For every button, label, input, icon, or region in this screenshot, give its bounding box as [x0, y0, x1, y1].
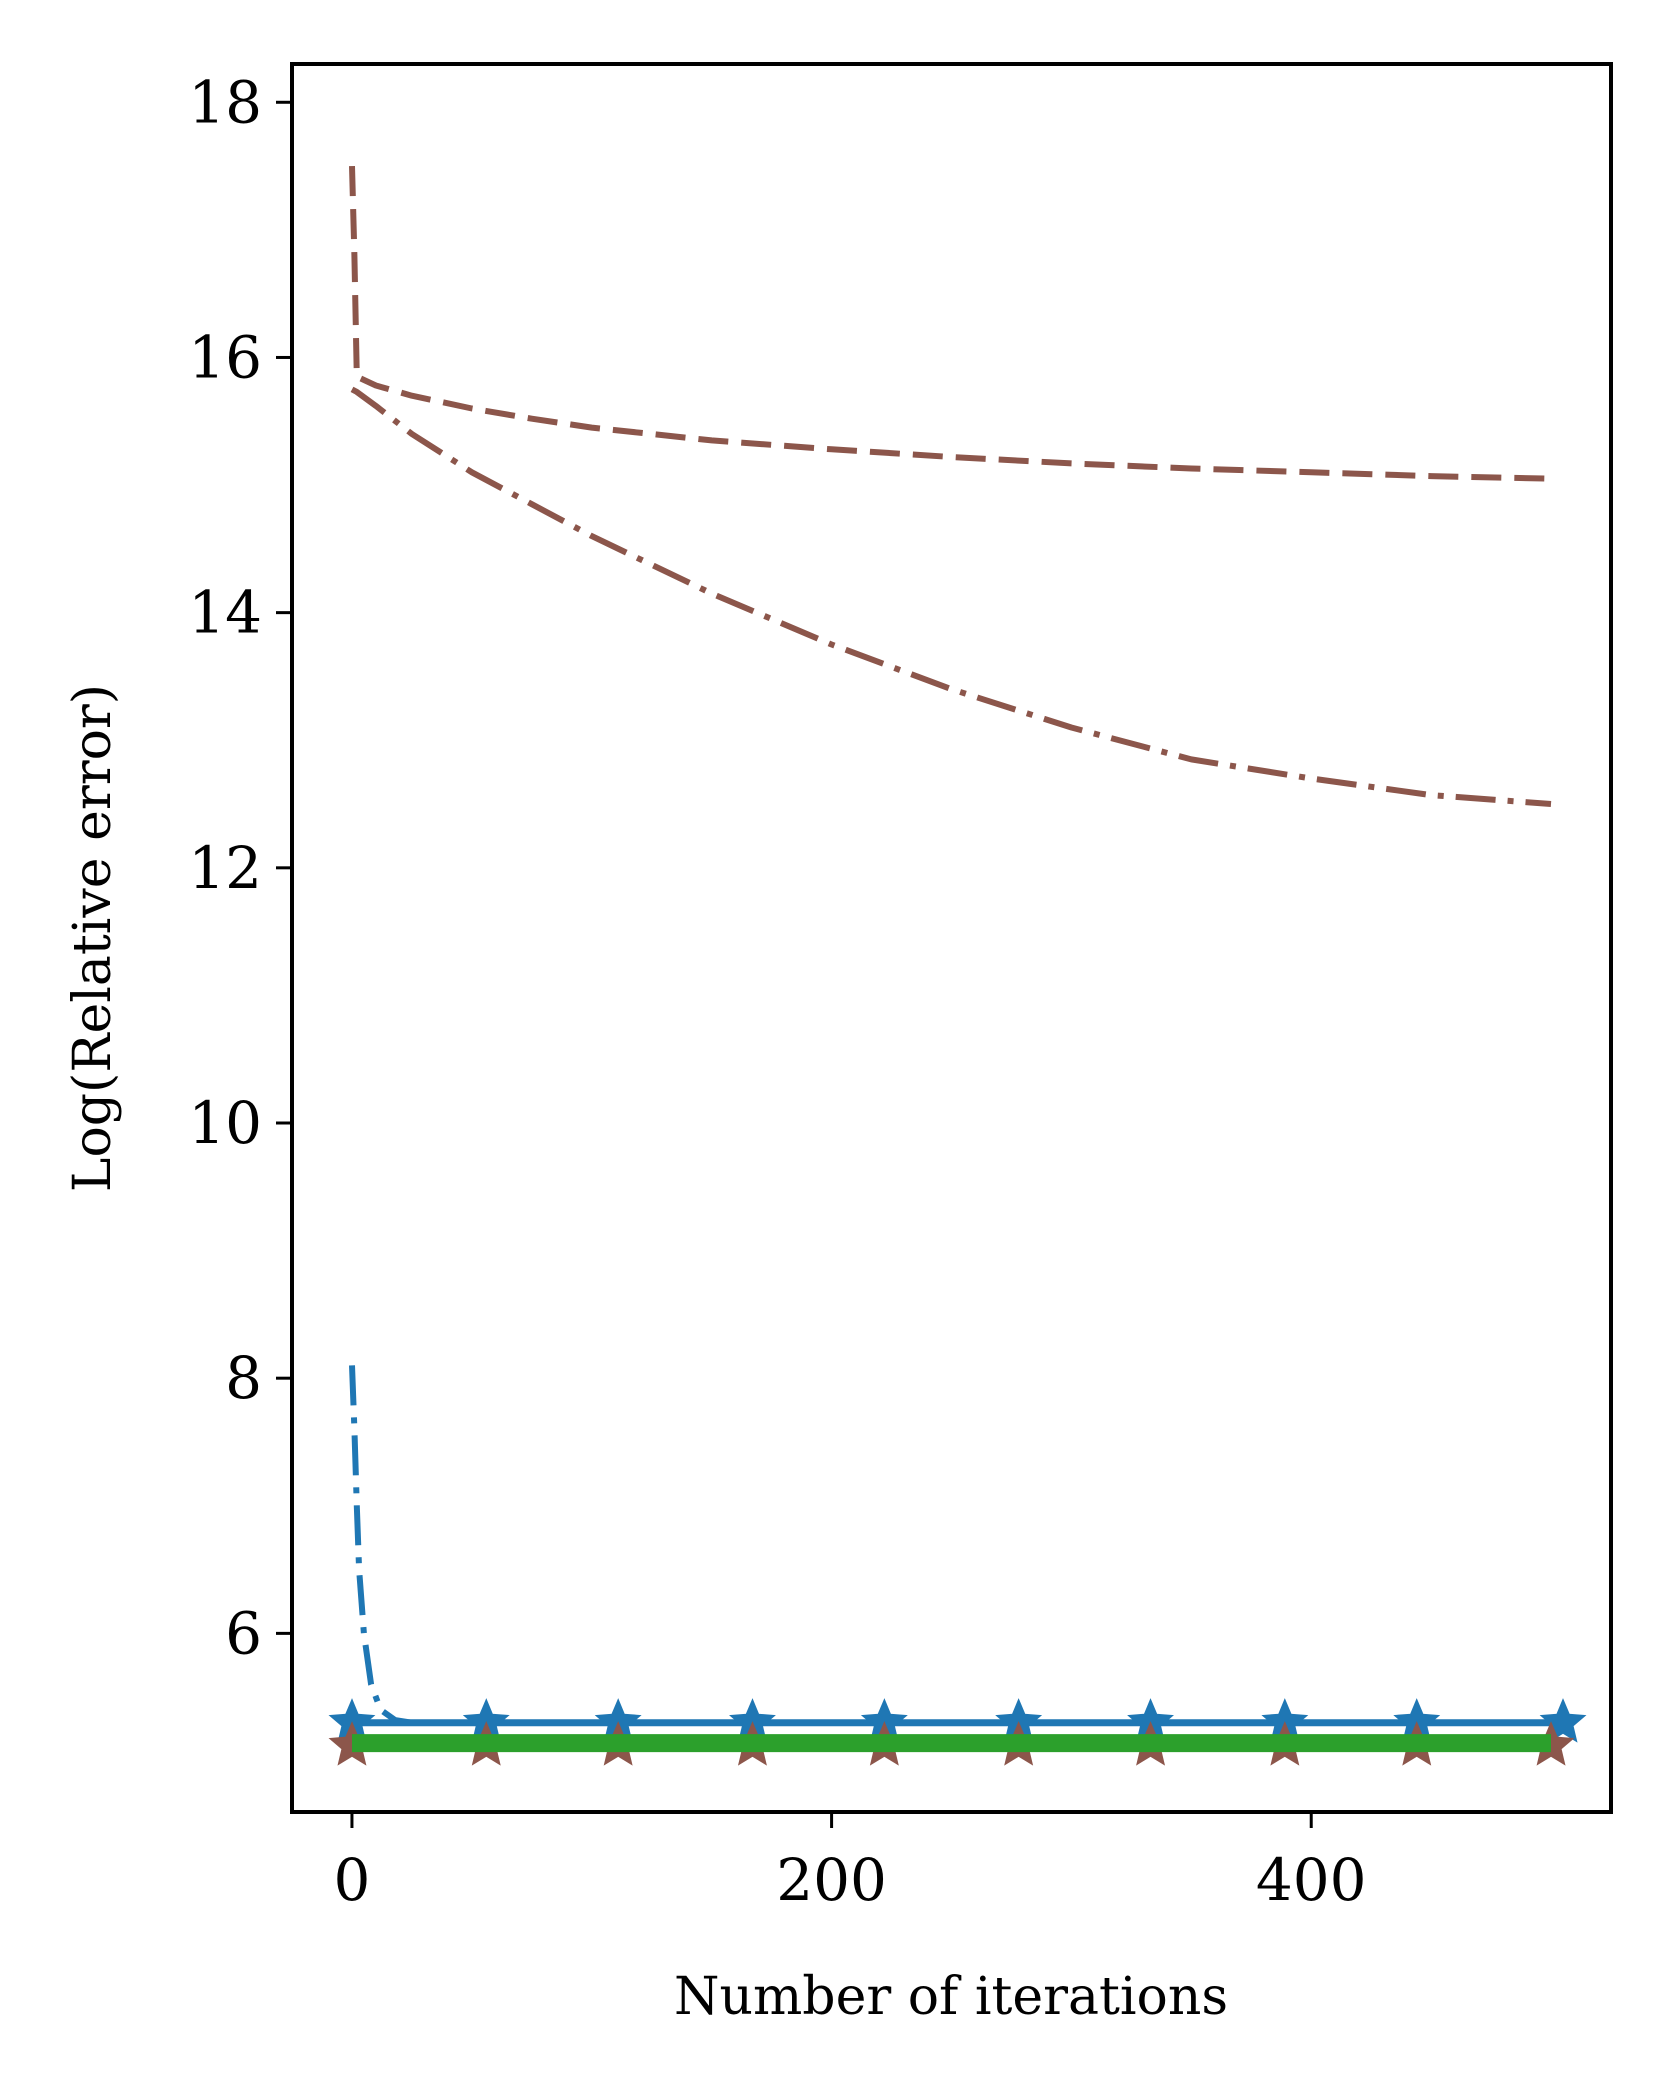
x-tick-label: 400 — [1256, 1846, 1367, 1914]
y-tick-label: 12 — [188, 834, 262, 902]
y-axis-label: Log(Relative error) — [63, 684, 123, 1192]
y-tick-label: 6 — [225, 1599, 262, 1667]
ticks-layer: 0 200 400 6 8 10 12 14 16 18 — [188, 68, 1366, 1914]
y-tick-label: 18 — [188, 68, 262, 136]
y-tick-label: 16 — [188, 323, 262, 391]
series-1 — [350, 386, 1552, 807]
y-tick-label: 8 — [225, 1344, 262, 1412]
series-line — [350, 386, 1552, 807]
x-tick-label: 200 — [776, 1846, 887, 1914]
x-tick-label: 0 — [334, 1846, 371, 1914]
y-tick-label: 14 — [188, 579, 262, 647]
series-line — [349, 166, 1552, 482]
x-axis-label: Number of iterations — [674, 1967, 1228, 2027]
plot-frame — [290, 62, 1613, 1814]
series-0 — [349, 166, 1552, 482]
y-tick-label: 10 — [188, 1089, 262, 1157]
series-layer — [328, 166, 1587, 1766]
